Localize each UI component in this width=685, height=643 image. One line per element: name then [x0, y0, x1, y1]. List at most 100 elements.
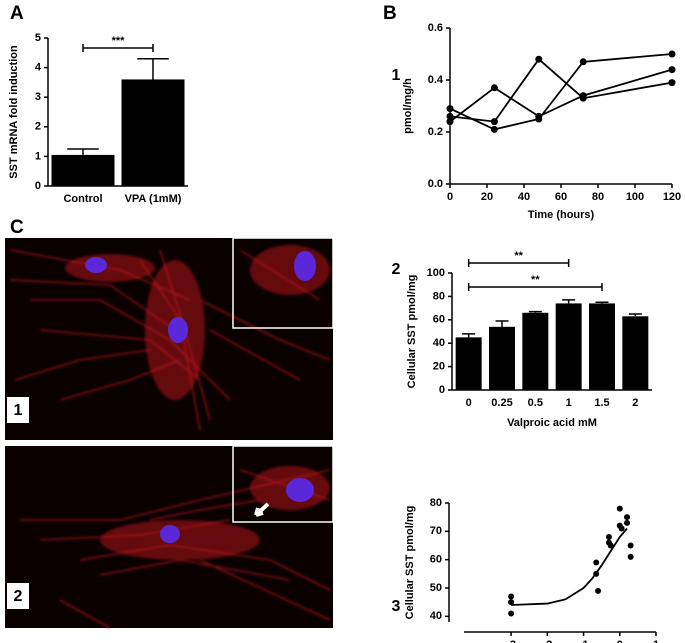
- significance-bracket: [467, 283, 603, 291]
- y-tick-label: 50: [430, 582, 442, 594]
- point: [668, 50, 676, 58]
- bar: [51, 154, 115, 186]
- point: [616, 505, 623, 512]
- y-tick-label: 5: [35, 32, 41, 44]
- panel-number: 1: [392, 67, 401, 84]
- x-tick-label: 100: [626, 191, 644, 203]
- y-tick-label: 60: [433, 314, 445, 326]
- x-tick-label: -1: [579, 639, 589, 643]
- significance-label: **: [514, 250, 523, 262]
- y-axis-label: pmol/mg/h: [402, 78, 414, 134]
- bar: [522, 312, 549, 390]
- y-tick-label: 80: [430, 497, 442, 509]
- bar: [121, 79, 185, 186]
- x-axis-label: Valproic acid mM: [507, 417, 597, 429]
- point: [668, 79, 676, 87]
- y-tick-label: 70: [430, 525, 442, 537]
- point: [627, 553, 634, 560]
- significance-label: **: [531, 274, 540, 286]
- significance-bracket: [467, 259, 570, 267]
- fit-curve: [511, 527, 628, 606]
- significance-label: ***: [112, 35, 126, 47]
- x-tick-label: 1.5: [594, 397, 609, 409]
- point: [624, 514, 631, 521]
- y-tick-label: 1: [35, 150, 41, 162]
- panel-letter: A: [10, 3, 24, 24]
- significance-bracket: [82, 44, 154, 52]
- y-axis-label: SST mRNA fold induction: [8, 45, 20, 179]
- point: [607, 542, 614, 549]
- x-tick-label: 0: [447, 191, 453, 203]
- y-tick-label: 40: [430, 610, 442, 622]
- error-bar: [628, 313, 642, 317]
- y-tick-label: 0.6: [428, 22, 443, 34]
- x-axis-label: Time (hours): [528, 209, 595, 221]
- y-tick-label: 3: [35, 91, 41, 103]
- point: [446, 118, 454, 126]
- x-tick-label: -2: [542, 639, 552, 643]
- image-label: 2: [14, 588, 23, 605]
- y-tick-label: 2: [35, 121, 41, 133]
- bar: [589, 303, 615, 390]
- point: [579, 58, 587, 66]
- point: [490, 118, 498, 126]
- error-bar: [462, 333, 476, 338]
- panel-letter: B: [383, 3, 397, 24]
- error-bar: [562, 299, 576, 304]
- x-tick-label: 80: [592, 191, 604, 203]
- x-tick-label: 0.5: [528, 397, 543, 409]
- x-tick-label: 1: [566, 397, 572, 409]
- y-axis-label: Cellular SST pmol/mg: [406, 275, 418, 389]
- point: [605, 534, 612, 540]
- error-bar: [528, 310, 542, 313]
- point: [668, 66, 676, 74]
- error-bar: [595, 301, 609, 304]
- x-tick-label: 0: [617, 639, 623, 643]
- point: [490, 125, 498, 133]
- bar: [555, 303, 582, 390]
- point: [579, 94, 587, 102]
- x-tick-label: 20: [481, 191, 493, 203]
- bar: [489, 326, 515, 390]
- micrographs: [5, 237, 334, 629]
- point: [508, 599, 515, 606]
- point: [593, 559, 600, 566]
- panel-letter: C: [10, 217, 24, 238]
- image-label: 1: [14, 402, 23, 419]
- error-bar: [495, 320, 509, 327]
- point: [535, 55, 543, 63]
- x-tick-label: 60: [555, 191, 567, 203]
- x-tick-label: 1: [653, 639, 659, 643]
- point: [535, 115, 543, 123]
- x-tick-label: 40: [518, 191, 530, 203]
- x-tick-label: 120: [663, 191, 681, 203]
- y-tick-label: 0.0: [428, 178, 443, 190]
- error-bar: [67, 148, 99, 155]
- y-axis-label: Cellular SST pmol/mg: [404, 506, 416, 620]
- y-tick-label: 60: [430, 554, 442, 566]
- y-tick-label: 0: [439, 384, 445, 396]
- point: [624, 519, 631, 526]
- x-tick-label: VPA (1mM): [125, 193, 182, 205]
- bar: [455, 337, 482, 390]
- series-line: [449, 53, 673, 131]
- y-tick-label: 0.2: [428, 126, 443, 138]
- x-tick-label: 0: [466, 397, 472, 409]
- x-tick-label: Control: [63, 193, 102, 205]
- point: [593, 570, 600, 577]
- point: [446, 112, 454, 120]
- y-tick-label: 4: [35, 62, 42, 74]
- point: [508, 593, 515, 600]
- point: [618, 525, 625, 532]
- x-tick-label: 2: [632, 397, 638, 409]
- point: [446, 105, 454, 113]
- point: [627, 542, 634, 549]
- point: [508, 610, 515, 617]
- y-tick-label: 80: [433, 290, 445, 302]
- y-tick-label: 0.4: [428, 74, 444, 86]
- error-bar: [137, 57, 169, 80]
- y-tick-label: 40: [433, 337, 445, 349]
- point: [490, 84, 498, 92]
- y-tick-label: 100: [427, 267, 445, 279]
